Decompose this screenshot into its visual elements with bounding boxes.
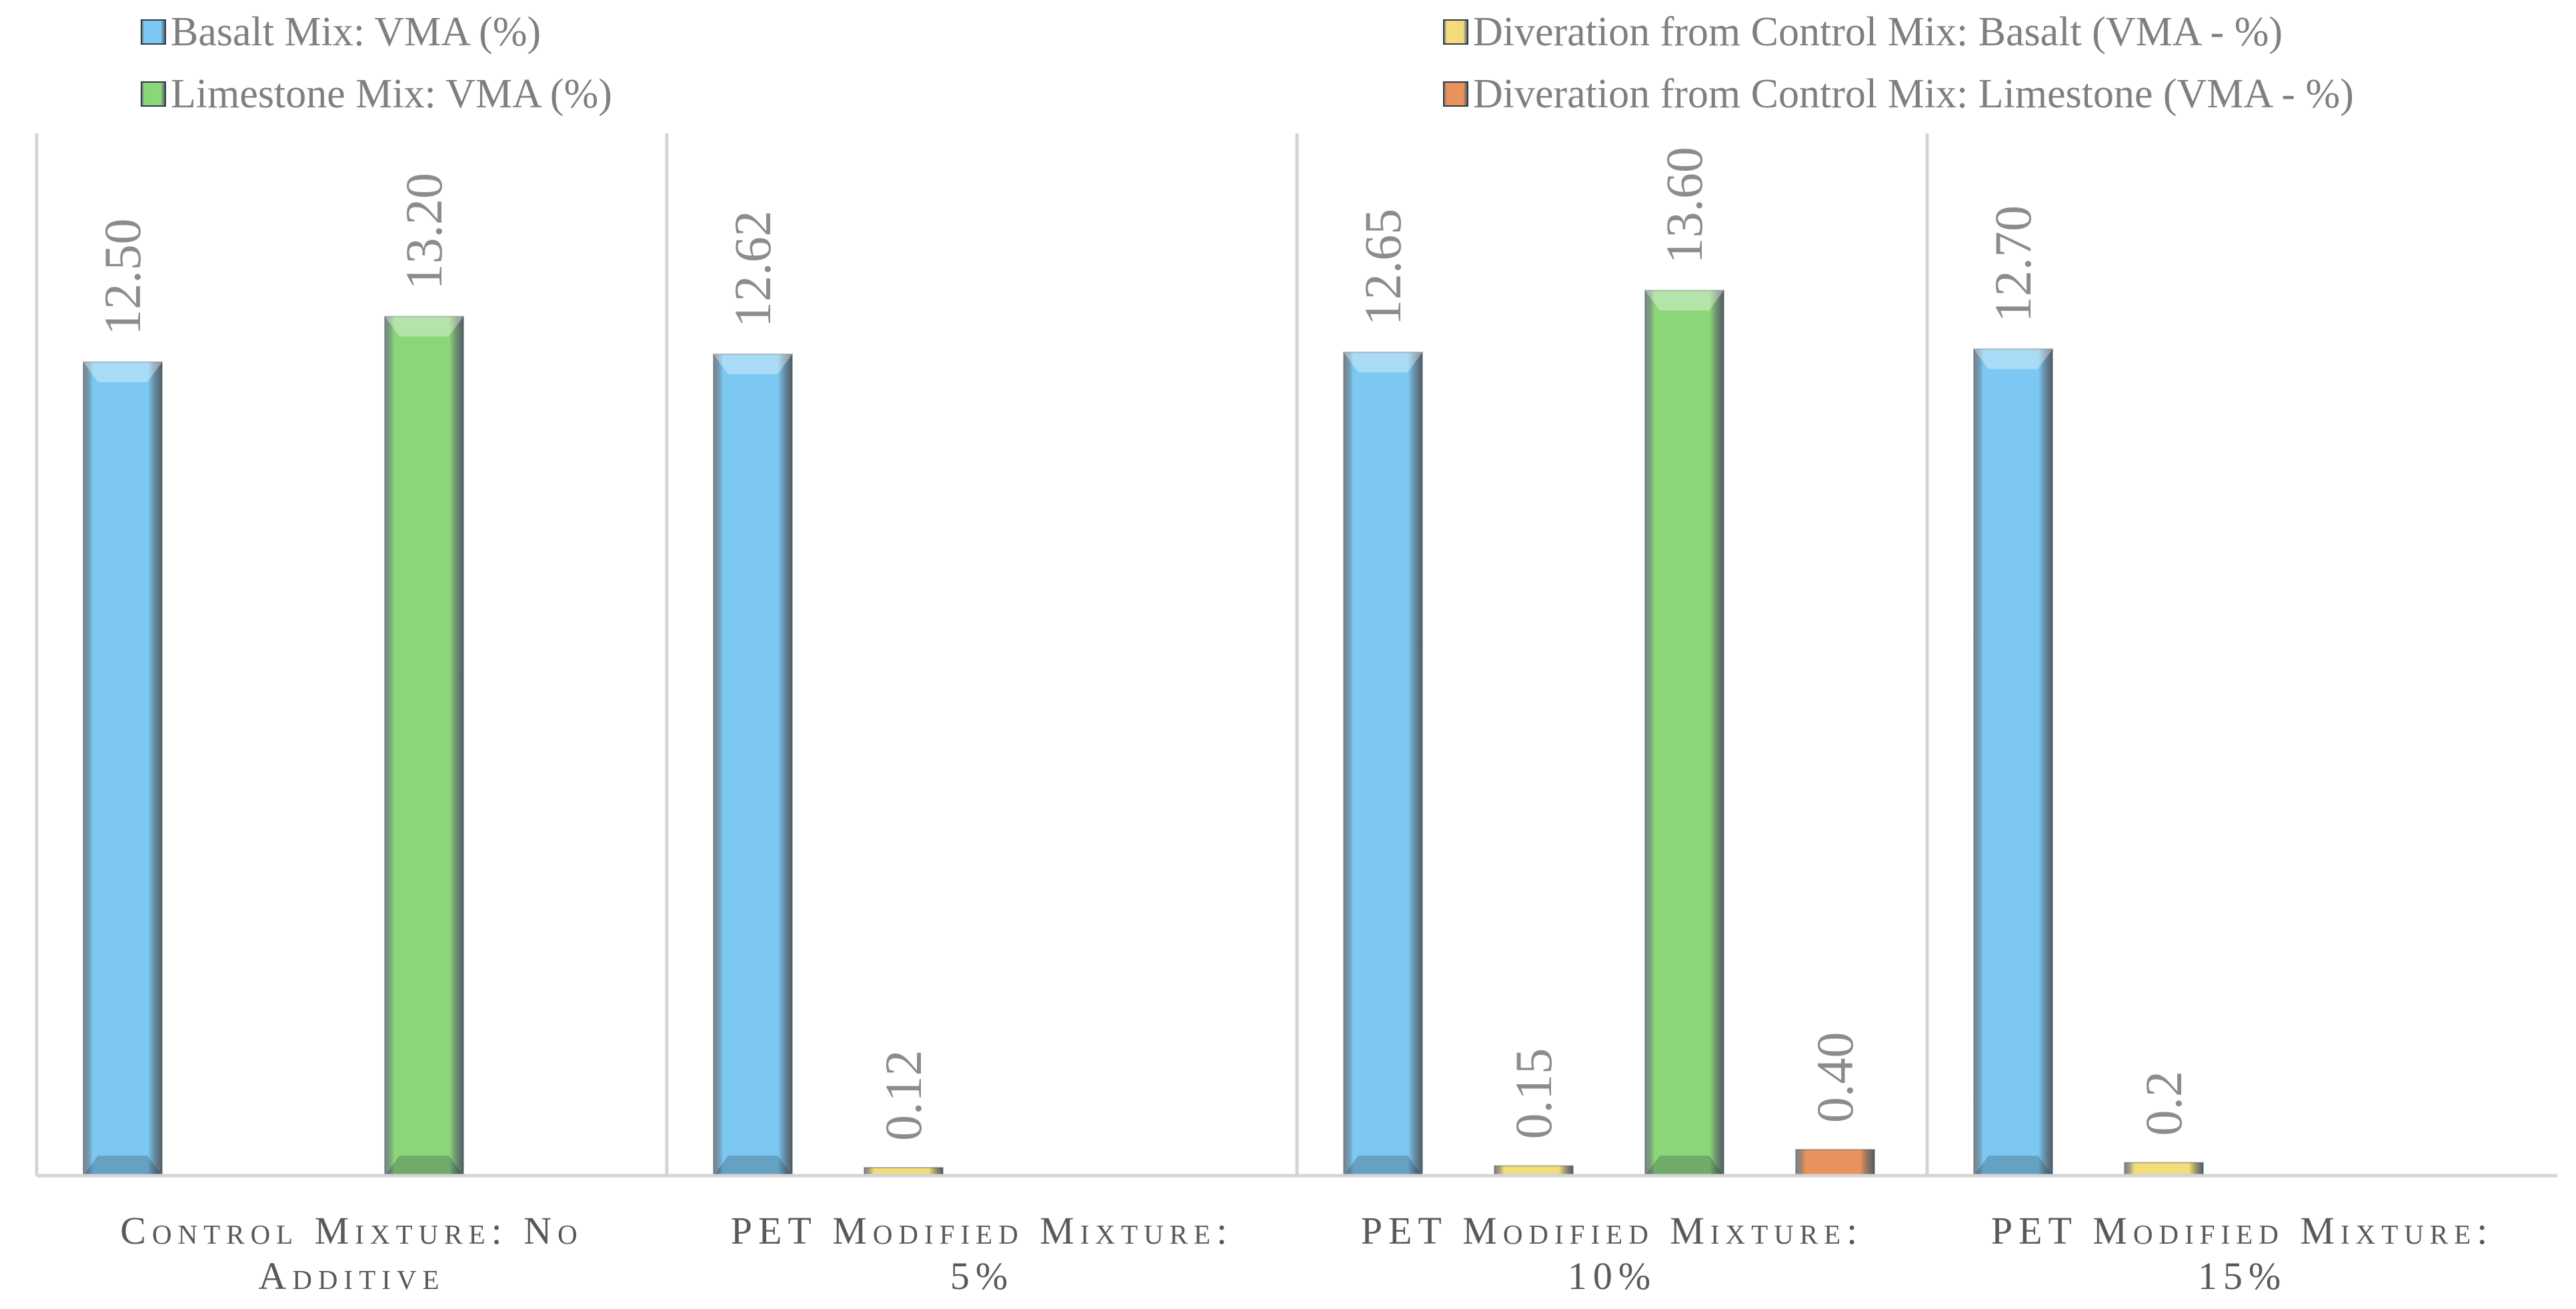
category-dividers xyxy=(35,133,1929,1176)
category-label: 10% xyxy=(1568,1254,1656,1298)
data-label: 0.40 xyxy=(1806,1032,1864,1123)
category-label: 5% xyxy=(950,1254,1014,1298)
legend-item-basalt-mix-vma: Basalt Mix: VMA (%) xyxy=(141,9,541,55)
bar-basalt-mix-vma-4 xyxy=(1973,348,2053,1176)
chart-bars xyxy=(83,289,2204,1177)
bar-highlight xyxy=(1974,349,2053,369)
category-label: 15% xyxy=(2198,1254,2287,1298)
bar-shadow xyxy=(1344,1156,1422,1176)
bar-highlight xyxy=(385,316,463,337)
bar-shadow xyxy=(385,1156,463,1176)
legend-swatch xyxy=(1443,19,1468,45)
data-label: 13.20 xyxy=(395,173,453,290)
data-label: 12.62 xyxy=(724,211,782,328)
legend-swatch xyxy=(141,81,166,107)
data-label: 12.70 xyxy=(1984,205,2042,323)
bar-highlight xyxy=(714,354,792,375)
legend-item-diveration-from-control-mix-limestone-vma: Diveration from Control Mix: Limestone (… xyxy=(1443,71,2354,117)
category-label: PET Modified Mixture: xyxy=(1991,1209,2494,1252)
bar-basalt-mix-vma-2 xyxy=(713,353,793,1177)
bar-basalt-mix-vma-3 xyxy=(1343,351,1423,1176)
bar-shadow xyxy=(83,1156,162,1176)
bar-limestone-mix-vma-1 xyxy=(384,315,464,1176)
bar-highlight xyxy=(1344,352,1422,373)
data-label: 0.12 xyxy=(874,1050,932,1142)
legend-item-diveration-from-control-mix-basalt-vma: Diveration from Control Mix: Basalt (VMA… xyxy=(1443,9,2283,55)
legend-label: Basalt Mix: VMA (%) xyxy=(171,9,541,55)
category-label: PET Modified Mixture: xyxy=(731,1209,1234,1252)
data-label: 13.60 xyxy=(1655,147,1713,264)
data-label: 0.2 xyxy=(2135,1071,2193,1136)
bar-shadow xyxy=(1974,1156,2053,1176)
bar-basalt-mix-vma-1 xyxy=(83,361,163,1176)
bar-diveration-from-control-mix-limestone-vma-3 xyxy=(1795,1148,1875,1176)
bar-shadow xyxy=(1645,1156,1724,1176)
category-label: PET Modified Mixture: xyxy=(1361,1209,1864,1252)
data-label: 0.15 xyxy=(1504,1048,1562,1140)
data-label: 12.50 xyxy=(93,219,151,336)
bar-highlight xyxy=(83,362,162,382)
category-label: Additive xyxy=(258,1254,445,1298)
legend-label: Diveration from Control Mix: Limestone (… xyxy=(1473,71,2354,117)
bar-limestone-mix-vma-3 xyxy=(1644,289,1724,1176)
legend-swatch xyxy=(1443,81,1468,107)
bar-highlight xyxy=(1645,290,1724,311)
bar-shadow xyxy=(714,1156,792,1176)
data-labels: 12.50 13.20 12.62 0.12 12.65 0.15 13.60 0.40 12.… xyxy=(93,147,2193,1141)
legend-label: Limestone Mix: VMA (%) xyxy=(171,71,612,117)
chart-legend: Basalt Mix: VMA (%) Limestone Mix: VMA (%… xyxy=(141,9,2354,117)
legend-swatch xyxy=(141,19,166,45)
legend-item-limestone-mix-vma: Limestone Mix: VMA (%) xyxy=(141,71,612,117)
bar-diveration-from-control-mix-basalt-vma-4 xyxy=(2124,1162,2204,1176)
legend-label: Diveration from Control Mix: Basalt (VMA… xyxy=(1473,9,2283,55)
data-label: 12.65 xyxy=(1354,209,1412,326)
category-label: Control Mixture: No xyxy=(120,1209,583,1252)
